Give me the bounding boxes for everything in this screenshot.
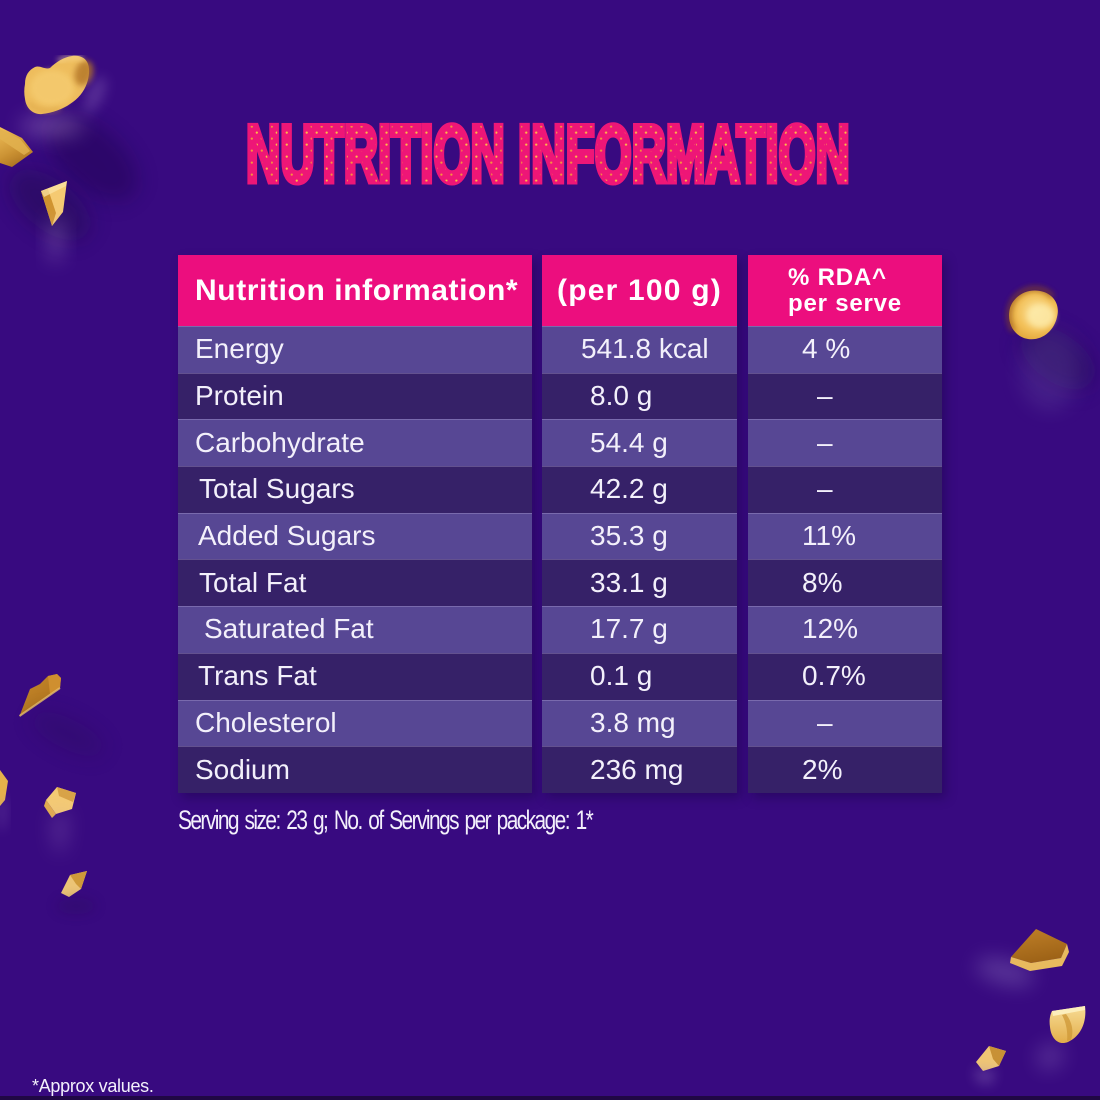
svg-text:NUTRITION INFORMATION: NUTRITION INFORMATION <box>246 110 850 200</box>
